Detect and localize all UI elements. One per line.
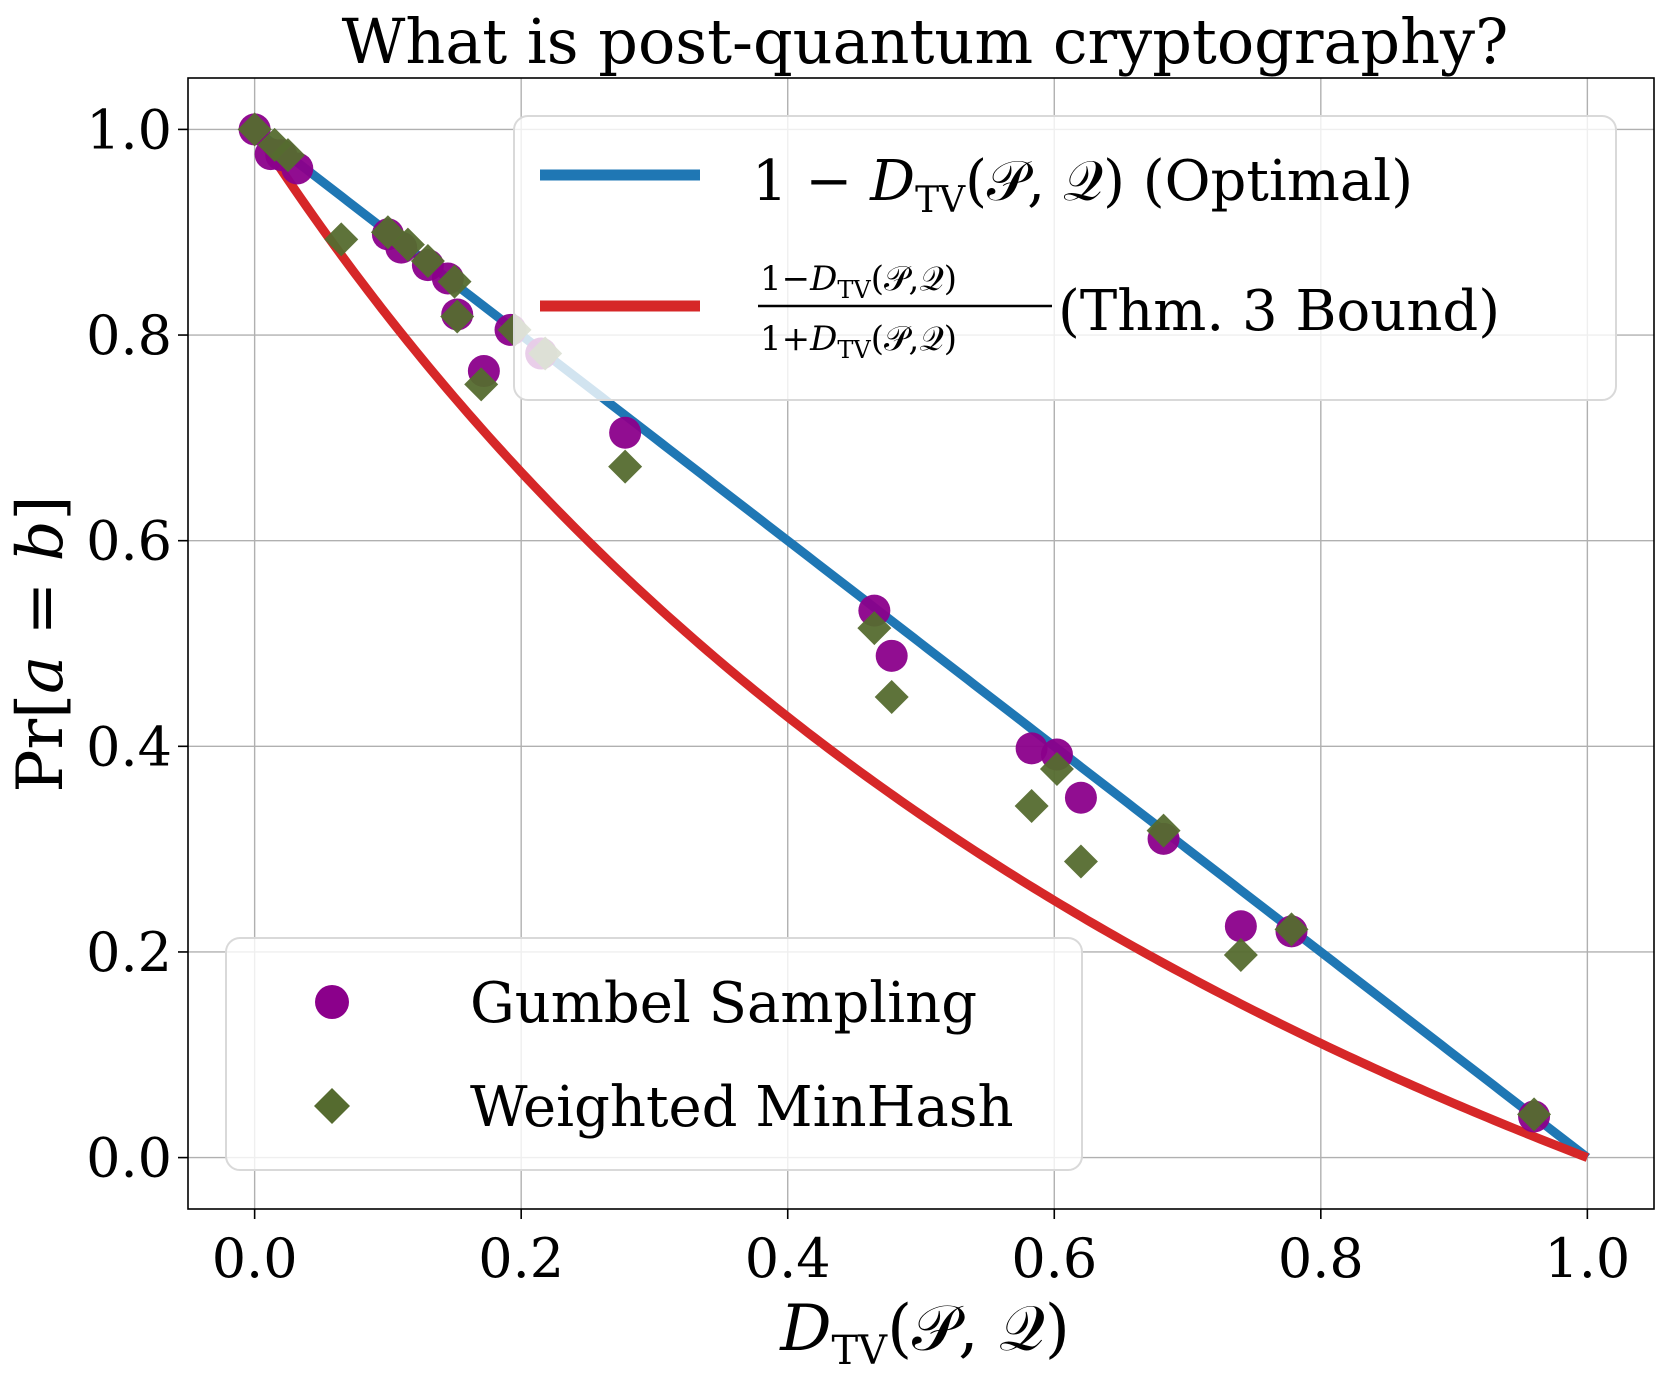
legend-minhash-marker xyxy=(314,1088,350,1124)
optimal-line xyxy=(251,125,1591,1162)
chart-title: What is post-quantum cryptography? xyxy=(342,5,1509,78)
curves xyxy=(250,125,1591,1162)
x-tick-label: 0.8 xyxy=(1278,1227,1364,1290)
minhash-point xyxy=(1146,813,1181,848)
gumbel-point xyxy=(875,639,908,672)
y-tick-label: 0.0 xyxy=(86,1127,172,1190)
minhash-point xyxy=(874,679,909,714)
gumbel-point xyxy=(609,416,642,449)
x-tick-label: 0.2 xyxy=(478,1227,564,1290)
minhash-point xyxy=(437,264,472,299)
y-axis-label-math-a: a xyxy=(4,656,78,694)
minhash-point xyxy=(1517,1097,1552,1132)
x-axis-label-math: D xyxy=(779,1292,831,1366)
minhash-point xyxy=(1063,844,1098,879)
legend-bound-label: (Thm. 3 Bound) xyxy=(1058,279,1500,344)
minhash-point xyxy=(237,112,272,147)
minhash-point xyxy=(410,244,445,279)
x-axis-label-sub: TV xyxy=(832,1328,889,1373)
minhash-point xyxy=(270,138,305,173)
y-tick-label: 0.6 xyxy=(86,510,172,573)
legend-gumbel-marker xyxy=(315,985,349,1019)
plot-frame xyxy=(187,77,1655,1210)
legend-bound-numerator: 1−DTV(𝒫,𝒬) xyxy=(760,259,957,304)
y-tick-label: 0.4 xyxy=(86,715,172,778)
x-tick-label: 1.0 xyxy=(1544,1227,1630,1290)
y-axis-label-suffix: ] xyxy=(4,495,78,520)
minhash-point xyxy=(1223,938,1258,973)
legend-gumbel-label: Gumbel Sampling xyxy=(470,971,977,1036)
minhash-point xyxy=(390,227,425,262)
minhash-point xyxy=(324,222,359,257)
gumbel-point xyxy=(1015,732,1048,765)
x-axis-ticks: 0.0 0.2 0.4 0.6 0.8 1.0 xyxy=(212,1209,1630,1290)
y-axis-label-prefix: Pr[ xyxy=(4,694,78,793)
x-tick-label: 0.6 xyxy=(1011,1227,1097,1290)
x-axis-label: DTV(𝒫, 𝒬) xyxy=(779,1292,1070,1373)
y-tick-label: 0.2 xyxy=(86,921,172,984)
x-tick-label: 0.4 xyxy=(745,1227,831,1290)
y-axis-ticks: 0.0 0.2 0.4 0.6 0.8 1.0 xyxy=(86,98,188,1190)
gumbel-point xyxy=(1224,910,1257,943)
x-axis-label-args: (𝒫, 𝒬) xyxy=(887,1292,1070,1366)
bound-line xyxy=(250,126,1589,1162)
minhash-point xyxy=(1039,751,1074,786)
legend-optimal-label: 1 − DTV(𝒫, 𝒬) (Optimal) xyxy=(752,149,1413,221)
minhash-point xyxy=(1274,912,1309,947)
legend-markers: Gumbel Sampling Weighted MinHash xyxy=(225,937,1083,1171)
minhash-point xyxy=(1014,788,1049,823)
x-tick-label: 0.0 xyxy=(212,1227,298,1290)
minhash-point xyxy=(608,449,643,484)
legend-markers-box xyxy=(225,937,1083,1171)
minhash-point xyxy=(440,299,475,334)
y-axis-label-eq: = xyxy=(4,561,78,655)
legend-bound-denominator: 1+DTV(𝒫,𝒬) xyxy=(760,319,957,364)
gumbel-point xyxy=(1064,781,1097,814)
legend-lines: 1 − DTV(𝒫, 𝒬) (Optimal) 1−DTV(𝒫,𝒬) 1+DTV… xyxy=(513,115,1617,401)
minhash-point xyxy=(464,367,499,402)
legend-lines-box xyxy=(513,115,1617,401)
minhash-point xyxy=(857,611,892,646)
gumbel-point xyxy=(858,594,891,627)
y-axis-label: Pr[a = b] xyxy=(4,495,78,792)
y-tick-label: 0.8 xyxy=(86,304,172,367)
legend-minhash-label: Weighted MinHash xyxy=(470,1075,1014,1140)
y-axis-label-math-b: b xyxy=(4,520,78,561)
y-tick-label: 1.0 xyxy=(86,98,172,161)
